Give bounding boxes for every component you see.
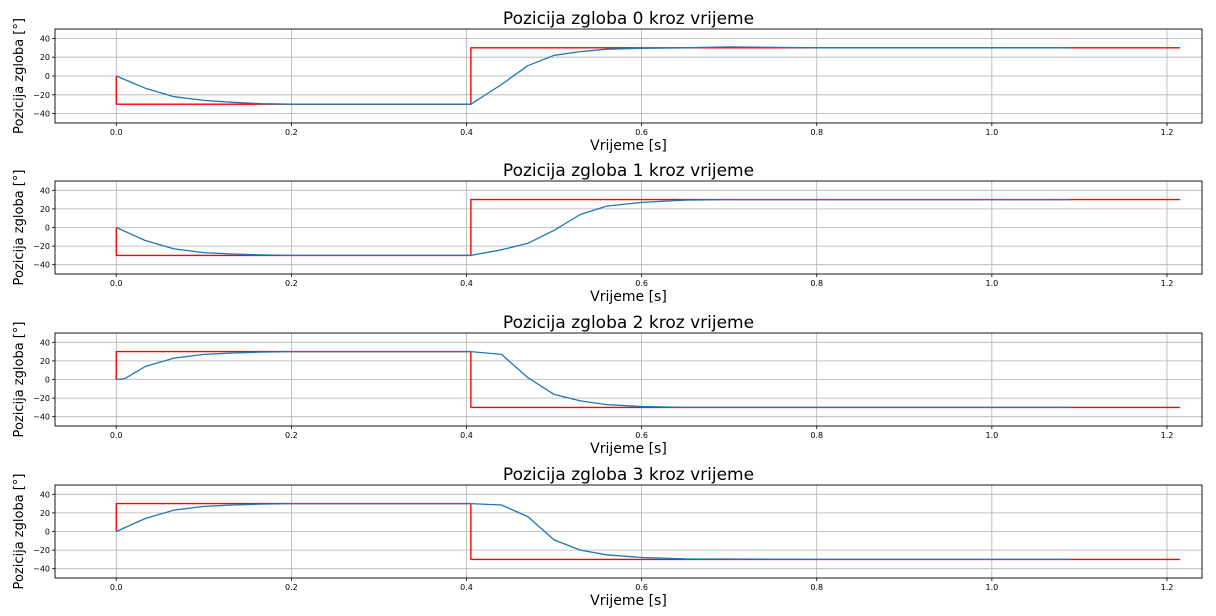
x-tick-label: 0.2 bbox=[285, 128, 298, 137]
x-tick-label: 0.0 bbox=[110, 583, 123, 592]
y-tick-label: −40 bbox=[33, 565, 50, 574]
y-tick-label: −40 bbox=[33, 261, 50, 270]
chart-title: Pozicija zgloba 3 kroz vrijeme bbox=[503, 465, 754, 485]
x-tick-label: 0.8 bbox=[810, 431, 823, 440]
chart-title: Pozicija zgloba 0 kroz vrijeme bbox=[503, 9, 754, 29]
x-tick-label: 0.8 bbox=[810, 128, 823, 137]
x-tick-label: 1.2 bbox=[1161, 128, 1174, 137]
y-tick-label: −20 bbox=[33, 91, 50, 100]
y-axis-label: Pozicija zgloba [°] bbox=[12, 474, 27, 590]
subplot-3: 0.0 0.2 0.4 0.6 0.8 1.0 1.2 40 20 0 −20 −40 Pozicija… bbox=[12, 465, 1203, 609]
x-tick-label: 0.2 bbox=[285, 279, 298, 288]
x-tick-label: 1.2 bbox=[1161, 279, 1174, 288]
y-tick-label: −20 bbox=[33, 546, 50, 555]
x-tick-label: 0.4 bbox=[460, 583, 473, 592]
y-tick-label: 40 bbox=[40, 186, 50, 195]
x-tick-label: 0.8 bbox=[810, 279, 823, 288]
x-tick-label: 0.6 bbox=[635, 279, 648, 288]
x-axis-label: Vrijeme [s] bbox=[590, 289, 667, 305]
y-tick-label: 0 bbox=[45, 72, 50, 81]
y-tick-label: 40 bbox=[40, 490, 50, 499]
x-tick-label: 1.0 bbox=[985, 583, 998, 592]
x-tick-label: 0.6 bbox=[635, 128, 648, 137]
x-tick-label: 1.0 bbox=[985, 128, 998, 137]
y-tick-label: −20 bbox=[33, 242, 50, 251]
response-line bbox=[116, 46, 1071, 105]
response-line bbox=[116, 350, 1071, 409]
subplot-0: 0.0 0.2 0.4 0.6 0.8 1.0 1.2 40 20 0 −20 −40 Pozicija… bbox=[12, 9, 1203, 154]
x-tick-label: 0.6 bbox=[635, 431, 648, 440]
y-tick-label: 0 bbox=[45, 528, 50, 537]
x-tick-label: 0.4 bbox=[460, 128, 473, 137]
x-axis-label: Vrijeme [s] bbox=[590, 138, 667, 154]
y-tick-label: 40 bbox=[40, 338, 50, 347]
x-axis-label: Vrijeme [s] bbox=[590, 593, 667, 609]
x-tick-label: 0.0 bbox=[110, 128, 123, 137]
x-tick-label: 0.8 bbox=[810, 583, 823, 592]
x-tick-label: 1.0 bbox=[985, 279, 998, 288]
y-tick-label: 20 bbox=[40, 509, 50, 518]
x-tick-label: 0.6 bbox=[635, 583, 648, 592]
subplot-2: 0.0 0.2 0.4 0.6 0.8 1.0 1.2 40 20 0 −20 −40 Pozicija… bbox=[12, 313, 1203, 457]
y-tick-label: −40 bbox=[33, 110, 50, 119]
response-line bbox=[116, 502, 1071, 561]
x-tick-label: 0.0 bbox=[110, 431, 123, 440]
x-tick-label: 0.4 bbox=[460, 279, 473, 288]
x-tick-label: 0.4 bbox=[460, 431, 473, 440]
y-tick-label: 0 bbox=[45, 376, 50, 385]
subplot-1: 0.0 0.2 0.4 0.6 0.8 1.0 1.2 40 20 0 −20 −40 Pozicija… bbox=[12, 161, 1203, 305]
y-tick-label: 0 bbox=[45, 224, 50, 233]
chart-title: Pozicija zgloba 2 kroz vrijeme bbox=[503, 313, 754, 333]
x-tick-label: 0.2 bbox=[285, 583, 298, 592]
response-line bbox=[116, 198, 1071, 257]
y-tick-label: 20 bbox=[40, 357, 50, 366]
y-tick-label: 20 bbox=[40, 53, 50, 62]
x-tick-label: 1.0 bbox=[985, 431, 998, 440]
y-axis-label: Pozicija zgloba [°] bbox=[12, 322, 27, 438]
x-tick-label: 0.2 bbox=[285, 431, 298, 440]
y-tick-label: −40 bbox=[33, 413, 50, 422]
x-tick-label: 0.0 bbox=[110, 279, 123, 288]
x-tick-label: 1.2 bbox=[1161, 431, 1174, 440]
y-tick-label: 40 bbox=[40, 34, 50, 43]
y-tick-label: −20 bbox=[33, 394, 50, 403]
y-axis-label: Pozicija zgloba [°] bbox=[12, 18, 27, 134]
x-tick-label: 1.2 bbox=[1161, 583, 1174, 592]
y-axis-label: Pozicija zgloba [°] bbox=[12, 170, 27, 286]
x-axis-label: Vrijeme [s] bbox=[590, 441, 667, 457]
y-tick-label: 20 bbox=[40, 205, 50, 214]
chart-title: Pozicija zgloba 1 kroz vrijeme bbox=[503, 161, 754, 181]
